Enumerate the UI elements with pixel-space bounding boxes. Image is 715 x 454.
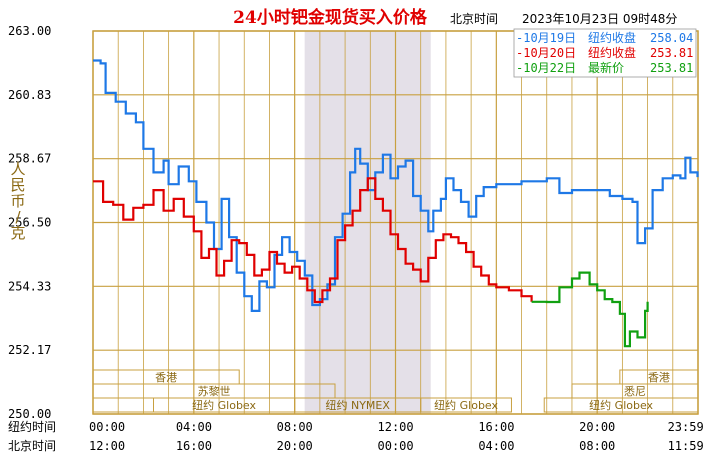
header-timezone: 北京时间 bbox=[450, 12, 498, 26]
x-tick-ny: 00:00 bbox=[89, 420, 125, 434]
legend-kind: 纽约收盘 bbox=[588, 45, 636, 60]
market-sydney-label: 悉尼 bbox=[624, 385, 646, 398]
legend: -10月19日 纽约收盘 258.04 -10月20日 纽约收盘 253.81 -10月22… bbox=[513, 28, 697, 78]
x-ticks: 00:00 12:00 04:00 16:00 08:00 20:00 12:00 00:00… bbox=[89, 420, 704, 453]
row-label-bj: 北京时间 bbox=[8, 439, 56, 453]
x-tick-ny: 20:00 bbox=[579, 420, 615, 434]
y-axis-char: 民 bbox=[10, 176, 25, 194]
plot-frame bbox=[92, 30, 699, 415]
y-tick-label: 263.00 bbox=[8, 24, 51, 38]
series-line-3 bbox=[531, 271, 649, 348]
y-ticks: 263.00 260.83 258.67 256.50 254.33 252.17 250.… bbox=[8, 24, 51, 421]
market-hongkong-label: 香港 bbox=[155, 371, 177, 384]
x-tick-bj: 12:00 bbox=[89, 439, 125, 453]
market-paris-label: 苏黎世 bbox=[198, 384, 231, 398]
legend-box bbox=[513, 28, 697, 78]
x-tick-bj: 00:00 bbox=[378, 439, 414, 453]
x-tick-ny: 16:00 bbox=[478, 420, 514, 434]
legend-kind: 纽约收盘 bbox=[588, 30, 636, 45]
x-tick-ny: 08:00 bbox=[277, 420, 313, 434]
legend-kind: 最新价 bbox=[588, 60, 624, 75]
y-tick-label: 252.17 bbox=[8, 343, 51, 357]
x-tick-ny: 23:59 bbox=[668, 420, 704, 434]
y-tick-label: 250.00 bbox=[8, 407, 51, 421]
grid bbox=[92, 30, 699, 415]
legend-date: -10月20日 bbox=[516, 46, 576, 60]
series-line-2 bbox=[93, 177, 533, 304]
market-ny-globex-2-label: 纽约 Globex bbox=[434, 398, 498, 412]
market-ny-globex-2-box bbox=[420, 397, 512, 413]
x-tick-bj: 11:59 bbox=[668, 439, 704, 453]
legend-value: 258.04 bbox=[650, 31, 693, 45]
legend-value: 253.81 bbox=[650, 61, 693, 75]
y-axis-char: 币 bbox=[10, 192, 25, 210]
y-axis-char: 克 bbox=[10, 224, 25, 242]
x-tick-bj: 04:00 bbox=[478, 439, 514, 453]
header-datetime: 2023年10月23日 09时48分 bbox=[522, 12, 677, 26]
y-tick-label: 260.83 bbox=[8, 88, 51, 102]
row-label-ny: 纽约时间 bbox=[8, 419, 56, 434]
x-tick-ny: 04:00 bbox=[176, 420, 212, 434]
chart-title: 24小时钯金现货买入价格 bbox=[233, 7, 428, 28]
market-ny-globex-3-label: 纽约 Globex bbox=[589, 398, 653, 412]
x-tick-bj: 20:00 bbox=[277, 439, 313, 453]
legend-date: -10月19日 bbox=[516, 31, 576, 45]
x-tick-bj: 16:00 bbox=[176, 439, 212, 453]
x-tick-bj: 08:00 bbox=[579, 439, 615, 453]
market-nymex-label: 纽约 NYMEX bbox=[325, 398, 390, 412]
market-ny-globex-1-label: 纽约 Globex bbox=[192, 398, 256, 412]
y-axis-char: / bbox=[15, 208, 21, 226]
market-hongkong-2-label: 香港 bbox=[648, 371, 670, 384]
x-tick-ny: 12:00 bbox=[378, 420, 414, 434]
market-hongkong-2-box bbox=[619, 369, 699, 385]
price-series bbox=[93, 59, 699, 348]
y-axis-char: 人 bbox=[10, 160, 25, 178]
y-tick-label: 256.50 bbox=[8, 216, 51, 230]
y-tick-label: 258.67 bbox=[8, 152, 51, 166]
y-axis-label: 人民币/克 bbox=[10, 160, 25, 242]
y-tick-label: 254.33 bbox=[8, 279, 51, 293]
legend-value: 253.81 bbox=[650, 46, 693, 60]
legend-date: -10月22日 bbox=[516, 61, 576, 75]
